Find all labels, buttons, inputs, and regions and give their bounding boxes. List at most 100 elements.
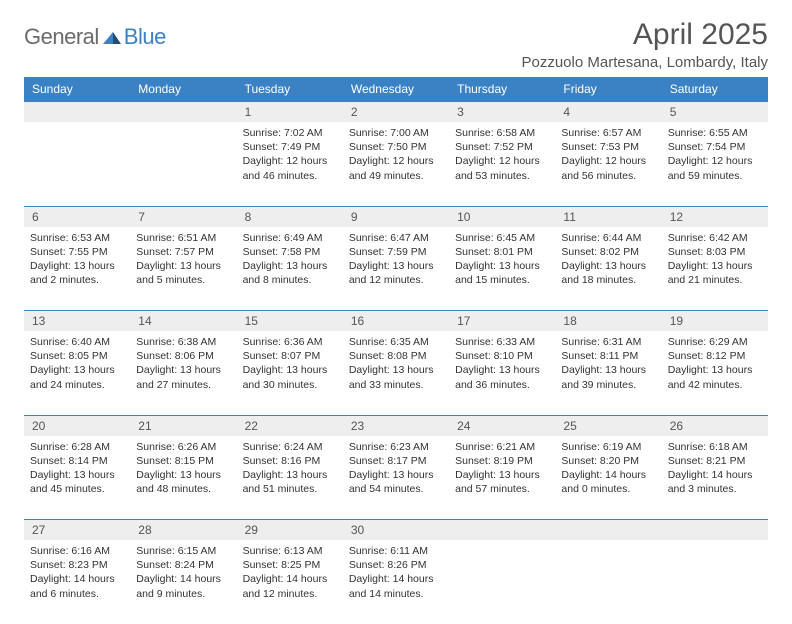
weekday-header: Monday <box>130 77 236 102</box>
day-details: Sunrise: 6:42 AMSunset: 8:03 PMDaylight:… <box>668 231 762 288</box>
brand-text-general: General <box>24 24 99 50</box>
day-details: Sunrise: 6:21 AMSunset: 8:19 PMDaylight:… <box>455 440 549 497</box>
weekday-header: Saturday <box>662 77 768 102</box>
day-number-cell: 17 <box>449 311 555 332</box>
day-details: Sunrise: 6:28 AMSunset: 8:14 PMDaylight:… <box>30 440 124 497</box>
day-details: Sunrise: 6:13 AMSunset: 8:25 PMDaylight:… <box>243 544 337 601</box>
day-cell: Sunrise: 6:36 AMSunset: 8:07 PMDaylight:… <box>237 331 343 415</box>
day-cell: Sunrise: 6:57 AMSunset: 7:53 PMDaylight:… <box>555 122 661 206</box>
weekday-header: Friday <box>555 77 661 102</box>
day-details: Sunrise: 6:47 AMSunset: 7:59 PMDaylight:… <box>349 231 443 288</box>
day-details: Sunrise: 6:24 AMSunset: 8:16 PMDaylight:… <box>243 440 337 497</box>
day-number-cell: 29 <box>237 520 343 541</box>
day-cell: Sunrise: 6:58 AMSunset: 7:52 PMDaylight:… <box>449 122 555 206</box>
day-details: Sunrise: 6:19 AMSunset: 8:20 PMDaylight:… <box>561 440 655 497</box>
day-number-cell: 16 <box>343 311 449 332</box>
day-cell: Sunrise: 6:24 AMSunset: 8:16 PMDaylight:… <box>237 436 343 520</box>
daynum-row: 20212223242526 <box>24 415 768 436</box>
day-number-cell: 15 <box>237 311 343 332</box>
day-cell: Sunrise: 6:26 AMSunset: 8:15 PMDaylight:… <box>130 436 236 520</box>
day-cell <box>449 540 555 624</box>
day-number-cell: 18 <box>555 311 661 332</box>
day-cell: Sunrise: 6:19 AMSunset: 8:20 PMDaylight:… <box>555 436 661 520</box>
day-number-cell: 2 <box>343 102 449 123</box>
day-cell: Sunrise: 6:47 AMSunset: 7:59 PMDaylight:… <box>343 227 449 311</box>
day-details: Sunrise: 6:31 AMSunset: 8:11 PMDaylight:… <box>561 335 655 392</box>
day-details: Sunrise: 6:51 AMSunset: 7:57 PMDaylight:… <box>136 231 230 288</box>
day-number-cell: 1 <box>237 102 343 123</box>
day-cell: Sunrise: 6:28 AMSunset: 8:14 PMDaylight:… <box>24 436 130 520</box>
day-details: Sunrise: 6:58 AMSunset: 7:52 PMDaylight:… <box>455 126 549 183</box>
weekday-header-row: SundayMondayTuesdayWednesdayThursdayFrid… <box>24 77 768 102</box>
day-details: Sunrise: 6:23 AMSunset: 8:17 PMDaylight:… <box>349 440 443 497</box>
day-cell: Sunrise: 6:21 AMSunset: 8:19 PMDaylight:… <box>449 436 555 520</box>
daynum-row: 6789101112 <box>24 206 768 227</box>
location-text: Pozzuolo Martesana, Lombardy, Italy <box>521 54 768 71</box>
day-number-cell: 19 <box>662 311 768 332</box>
day-cell: Sunrise: 6:33 AMSunset: 8:10 PMDaylight:… <box>449 331 555 415</box>
day-number-cell <box>24 102 130 123</box>
day-number-cell: 12 <box>662 206 768 227</box>
day-cell <box>662 540 768 624</box>
week-content-row: Sunrise: 6:28 AMSunset: 8:14 PMDaylight:… <box>24 436 768 520</box>
day-cell: Sunrise: 7:02 AMSunset: 7:49 PMDaylight:… <box>237 122 343 206</box>
day-cell: Sunrise: 6:49 AMSunset: 7:58 PMDaylight:… <box>237 227 343 311</box>
day-number-cell: 21 <box>130 415 236 436</box>
day-number-cell <box>662 520 768 541</box>
day-cell: Sunrise: 6:53 AMSunset: 7:55 PMDaylight:… <box>24 227 130 311</box>
day-cell: Sunrise: 6:15 AMSunset: 8:24 PMDaylight:… <box>130 540 236 624</box>
day-details: Sunrise: 6:16 AMSunset: 8:23 PMDaylight:… <box>30 544 124 601</box>
daynum-row: 13141516171819 <box>24 311 768 332</box>
day-number-cell: 13 <box>24 311 130 332</box>
day-details: Sunrise: 7:00 AMSunset: 7:50 PMDaylight:… <box>349 126 443 183</box>
day-number-cell: 30 <box>343 520 449 541</box>
day-cell: Sunrise: 6:51 AMSunset: 7:57 PMDaylight:… <box>130 227 236 311</box>
day-details: Sunrise: 6:35 AMSunset: 8:08 PMDaylight:… <box>349 335 443 392</box>
day-number-cell <box>555 520 661 541</box>
day-number-cell: 22 <box>237 415 343 436</box>
day-cell: Sunrise: 6:23 AMSunset: 8:17 PMDaylight:… <box>343 436 449 520</box>
day-details: Sunrise: 6:38 AMSunset: 8:06 PMDaylight:… <box>136 335 230 392</box>
week-content-row: Sunrise: 6:53 AMSunset: 7:55 PMDaylight:… <box>24 227 768 311</box>
brand-triangle-icon <box>103 30 121 44</box>
day-details: Sunrise: 6:29 AMSunset: 8:12 PMDaylight:… <box>668 335 762 392</box>
day-number-cell: 27 <box>24 520 130 541</box>
week-content-row: Sunrise: 7:02 AMSunset: 7:49 PMDaylight:… <box>24 122 768 206</box>
brand-logo: General Blue <box>24 24 166 50</box>
day-details: Sunrise: 6:40 AMSunset: 8:05 PMDaylight:… <box>30 335 124 392</box>
day-cell: Sunrise: 6:31 AMSunset: 8:11 PMDaylight:… <box>555 331 661 415</box>
day-number-cell <box>130 102 236 123</box>
day-details: Sunrise: 6:45 AMSunset: 8:01 PMDaylight:… <box>455 231 549 288</box>
day-cell: Sunrise: 6:18 AMSunset: 8:21 PMDaylight:… <box>662 436 768 520</box>
day-cell: Sunrise: 6:55 AMSunset: 7:54 PMDaylight:… <box>662 122 768 206</box>
day-number-cell: 28 <box>130 520 236 541</box>
day-details: Sunrise: 6:11 AMSunset: 8:26 PMDaylight:… <box>349 544 443 601</box>
day-cell: Sunrise: 6:35 AMSunset: 8:08 PMDaylight:… <box>343 331 449 415</box>
day-cell: Sunrise: 6:13 AMSunset: 8:25 PMDaylight:… <box>237 540 343 624</box>
day-number-cell: 11 <box>555 206 661 227</box>
day-cell: Sunrise: 6:11 AMSunset: 8:26 PMDaylight:… <box>343 540 449 624</box>
day-cell: Sunrise: 6:38 AMSunset: 8:06 PMDaylight:… <box>130 331 236 415</box>
day-number-cell: 6 <box>24 206 130 227</box>
day-details: Sunrise: 6:57 AMSunset: 7:53 PMDaylight:… <box>561 126 655 183</box>
day-number-cell: 20 <box>24 415 130 436</box>
day-number-cell: 7 <box>130 206 236 227</box>
day-number-cell: 24 <box>449 415 555 436</box>
weekday-header: Wednesday <box>343 77 449 102</box>
day-details: Sunrise: 6:33 AMSunset: 8:10 PMDaylight:… <box>455 335 549 392</box>
day-details: Sunrise: 6:53 AMSunset: 7:55 PMDaylight:… <box>30 231 124 288</box>
day-number-cell: 10 <box>449 206 555 227</box>
day-details: Sunrise: 6:18 AMSunset: 8:21 PMDaylight:… <box>668 440 762 497</box>
month-title: April 2025 <box>521 18 768 52</box>
week-content-row: Sunrise: 6:40 AMSunset: 8:05 PMDaylight:… <box>24 331 768 415</box>
day-details: Sunrise: 6:26 AMSunset: 8:15 PMDaylight:… <box>136 440 230 497</box>
day-details: Sunrise: 6:36 AMSunset: 8:07 PMDaylight:… <box>243 335 337 392</box>
day-cell: Sunrise: 6:40 AMSunset: 8:05 PMDaylight:… <box>24 331 130 415</box>
brand-text-blue: Blue <box>124 24 166 50</box>
day-number-cell: 9 <box>343 206 449 227</box>
week-content-row: Sunrise: 6:16 AMSunset: 8:23 PMDaylight:… <box>24 540 768 624</box>
weekday-header: Thursday <box>449 77 555 102</box>
day-cell: Sunrise: 6:45 AMSunset: 8:01 PMDaylight:… <box>449 227 555 311</box>
day-number-cell: 14 <box>130 311 236 332</box>
day-cell: Sunrise: 7:00 AMSunset: 7:50 PMDaylight:… <box>343 122 449 206</box>
